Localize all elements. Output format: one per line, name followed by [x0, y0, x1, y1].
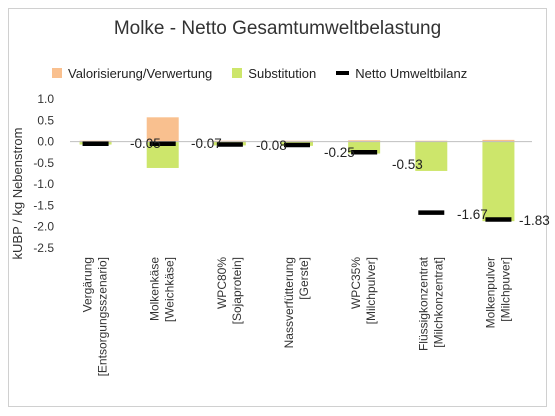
- data-label: -0.25: [324, 145, 355, 160]
- bar-substitution: [348, 141, 381, 154]
- bar-valorisierung: [482, 139, 515, 142]
- data-label: -0.07: [191, 136, 222, 151]
- y-tick-label: -2.5: [33, 241, 54, 255]
- data-label: -1.83: [519, 213, 550, 228]
- category-label-line1: Molkenkäse: [148, 257, 162, 321]
- category-label-line1: WPC80%: [215, 257, 229, 309]
- legend-item-substitution: Substitution: [232, 66, 316, 81]
- y-tick-label: -1.0: [33, 177, 54, 191]
- category-label-line2: [Milchkonzentrat]: [431, 257, 445, 348]
- category-label-line1: Nassverfütterung: [282, 257, 296, 348]
- category-label-line1: WPC35%: [349, 257, 363, 309]
- data-label: -0.05: [130, 136, 161, 151]
- y-tick-label: 0.0: [37, 135, 54, 149]
- bar-valorisierung: [348, 140, 381, 142]
- y-tick-label: -1.5: [33, 198, 54, 212]
- category-label-line1: Vergärung: [81, 257, 95, 312]
- category-label-line1: Flüssigkonzentrat: [416, 256, 430, 351]
- bar-substitution: [482, 141, 515, 222]
- category-label-line2: [Gerste]: [297, 257, 311, 300]
- chart-title: Molke - Netto Gesamtumweltbelastung: [113, 18, 442, 39]
- category-label-line2: [Entsorgungsszenario]: [96, 257, 110, 376]
- bar-substitution: [146, 141, 179, 168]
- legend-swatch-substitution: [232, 68, 243, 78]
- category-label-line1: Molkenpulver: [483, 257, 497, 328]
- legend-label-netto: Netto Umweltbilanz: [355, 65, 468, 81]
- legend-swatch-valorisierung: [52, 68, 62, 78]
- category-label-line2: [Milchpulver]: [364, 257, 378, 324]
- legend-swatch-netto: [336, 71, 350, 75]
- legend-item-netto: Netto Umweltbilanz: [336, 66, 467, 81]
- chart-frame: [8, 8, 547, 407]
- data-label: -1.67: [457, 207, 488, 222]
- category-label: Molkenpulver [Milchpuver]: [483, 257, 512, 328]
- y-axis-title: kUBP / kg Nebenstrom: [10, 128, 25, 260]
- legend-label-valorisierung: Valorisierung/Verwertung: [68, 65, 213, 81]
- category-label: Vergärung [Entsorgungsszenario]: [81, 257, 110, 376]
- bar-valorisierung: [146, 117, 179, 142]
- category-label: Nassverfütterung [Gerste]: [282, 257, 311, 348]
- category-label: WPC35% [Milchpulver]: [349, 257, 378, 325]
- category-label-line2: [Milchpuver]: [498, 257, 512, 322]
- y-tick-label: 0.5: [37, 113, 54, 127]
- category-label-line2: [Weichkäse]: [163, 257, 177, 322]
- data-label: -0.53: [392, 157, 423, 172]
- bar-substitution: [415, 141, 448, 171]
- y-tick-label: 1.0: [37, 92, 54, 106]
- y-tick-label: -2.0: [33, 220, 54, 234]
- y-tick-label: -0.5: [33, 156, 54, 170]
- category-label: Flüssigkonzentrat [Milchkonzentrat]: [416, 256, 445, 351]
- category-label: WPC80% [Sojaprotein]: [215, 257, 244, 325]
- legend-item-valorisierung: Valorisierung/Verwertung: [52, 66, 212, 81]
- category-label: Molkenkäse [Weichkäse]: [148, 257, 177, 322]
- category-label-line2: [Sojaprotein]: [230, 257, 244, 324]
- data-label: -0.08: [256, 138, 287, 153]
- legend-label-substitution: Substitution: [248, 65, 317, 81]
- chart-legend: Valorisierung/Verwertung Substitution Ne…: [52, 64, 487, 82]
